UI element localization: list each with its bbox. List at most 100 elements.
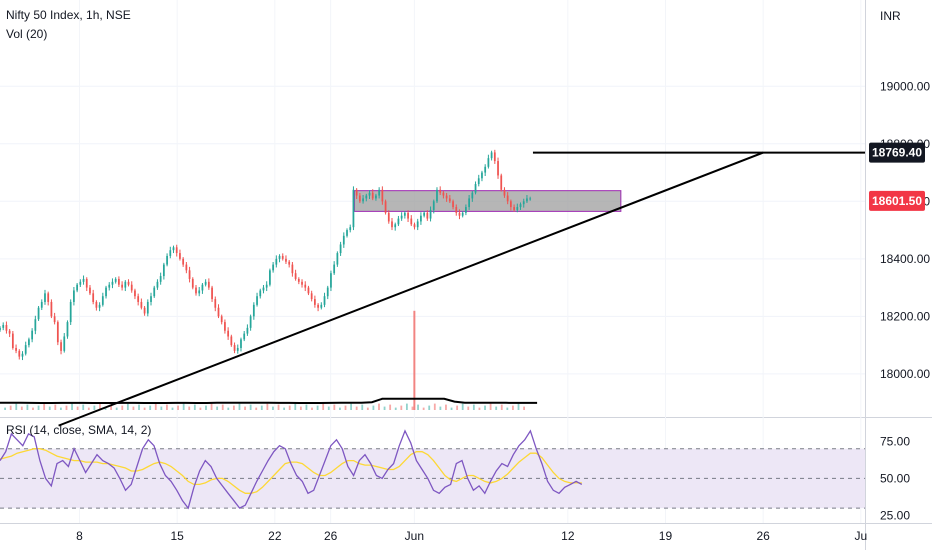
candle-body[interactable] <box>439 189 442 193</box>
candle-body[interactable] <box>481 172 483 179</box>
candle-body[interactable] <box>461 212 464 216</box>
candle-body[interactable] <box>265 284 268 288</box>
candle-body[interactable] <box>146 301 149 314</box>
candle-body[interactable] <box>281 255 284 259</box>
candle-body[interactable] <box>297 278 300 282</box>
candle-body[interactable] <box>240 339 242 348</box>
candle-body[interactable] <box>236 347 239 351</box>
candle-body[interactable] <box>0 327 1 331</box>
candle-body[interactable] <box>191 278 194 288</box>
candle-body[interactable] <box>53 316 56 323</box>
candle-body[interactable] <box>259 290 262 297</box>
candle-body[interactable] <box>124 281 127 288</box>
candle-body[interactable] <box>256 296 258 305</box>
candle-body[interactable] <box>490 152 493 159</box>
candle-body[interactable] <box>188 270 191 279</box>
candle-body[interactable] <box>118 278 120 285</box>
candle-body[interactable] <box>114 278 117 282</box>
price-tag[interactable] <box>869 142 925 163</box>
candle-body[interactable] <box>18 350 21 357</box>
candle-body[interactable] <box>233 345 236 351</box>
candle-body[interactable] <box>85 278 88 288</box>
candle-body[interactable] <box>166 255 168 265</box>
candle-body[interactable] <box>127 281 130 285</box>
candle-body[interactable] <box>391 221 393 228</box>
candle-body[interactable] <box>516 207 519 210</box>
candle-body[interactable] <box>130 284 133 291</box>
candle-body[interactable] <box>452 201 454 208</box>
candle-body[interactable] <box>92 293 95 302</box>
candle-body[interactable] <box>121 284 123 288</box>
candle-body[interactable] <box>34 319 37 331</box>
candle-body[interactable] <box>522 201 525 205</box>
symbol-legend[interactable]: Nifty 50 Index, 1h, NSE <box>6 8 131 22</box>
candle-body[interactable] <box>262 287 265 291</box>
candle-body[interactable] <box>407 212 409 219</box>
candle-body[interactable] <box>201 284 204 291</box>
candle-body[interactable] <box>47 293 50 302</box>
candle-body[interactable] <box>326 287 329 297</box>
candle-body[interactable] <box>79 281 82 285</box>
candle-body[interactable] <box>442 192 445 196</box>
volume-ma-line[interactable] <box>0 397 538 404</box>
candle-body[interactable] <box>291 264 294 274</box>
candle-body[interactable] <box>384 201 387 213</box>
candle-body[interactable] <box>420 215 422 222</box>
candle-body[interactable] <box>397 218 400 225</box>
candle-body[interactable] <box>519 204 522 208</box>
candle-body[interactable] <box>484 166 487 173</box>
candle-body[interactable] <box>487 158 490 167</box>
candle-body[interactable] <box>207 281 210 288</box>
candle-body[interactable] <box>365 195 368 199</box>
candle-body[interactable] <box>436 189 438 202</box>
candle-body[interactable] <box>185 264 188 271</box>
candle-body[interactable] <box>330 273 332 288</box>
candle-body[interactable] <box>477 178 480 185</box>
candle-body[interactable] <box>150 296 152 302</box>
candle-body[interactable] <box>458 212 461 216</box>
candle-body[interactable] <box>162 264 165 277</box>
candle-body[interactable] <box>339 244 342 254</box>
candle-body[interactable] <box>278 255 281 259</box>
candle-body[interactable] <box>529 198 532 200</box>
candle-body[interactable] <box>375 195 377 199</box>
candle-body[interactable] <box>474 184 477 193</box>
candle-body[interactable] <box>214 299 217 308</box>
candle-body[interactable] <box>98 304 101 308</box>
candle-body[interactable] <box>304 284 307 288</box>
candle-body[interactable] <box>358 195 361 202</box>
candle-body[interactable] <box>224 322 226 331</box>
price-tag[interactable] <box>869 190 925 211</box>
candle-body[interactable] <box>60 342 62 351</box>
candle-body[interactable] <box>31 330 34 340</box>
candle-body[interactable] <box>101 296 104 305</box>
candle-body[interactable] <box>40 301 43 308</box>
candle-body[interactable] <box>211 287 213 300</box>
candle-body[interactable] <box>346 230 348 236</box>
candle-body[interactable] <box>56 322 59 343</box>
candle-body[interactable] <box>44 293 46 302</box>
candle-body[interactable] <box>455 207 458 213</box>
candle-body[interactable] <box>220 316 223 323</box>
candle-body[interactable] <box>423 212 426 216</box>
candle-body[interactable] <box>37 307 40 320</box>
volume-legend[interactable]: Vol (20) <box>6 27 48 41</box>
candle-body[interactable] <box>317 304 319 308</box>
candle-body[interactable] <box>426 212 429 219</box>
candle-body[interactable] <box>493 152 496 162</box>
candle-body[interactable] <box>323 296 326 305</box>
candle-body[interactable] <box>410 218 413 225</box>
candle-body[interactable] <box>432 201 435 210</box>
consolidation-zone[interactable] <box>353 190 622 212</box>
candle-body[interactable] <box>314 299 316 305</box>
candle-body[interactable] <box>403 212 406 216</box>
candle-body[interactable] <box>471 192 474 199</box>
candle-body[interactable] <box>371 192 374 199</box>
candle-body[interactable] <box>21 353 24 357</box>
candle-body[interactable] <box>362 198 364 202</box>
candle-body[interactable] <box>137 296 140 302</box>
candle-body[interactable] <box>526 198 528 202</box>
candle-body[interactable] <box>355 189 358 196</box>
candle-body[interactable] <box>11 333 14 348</box>
